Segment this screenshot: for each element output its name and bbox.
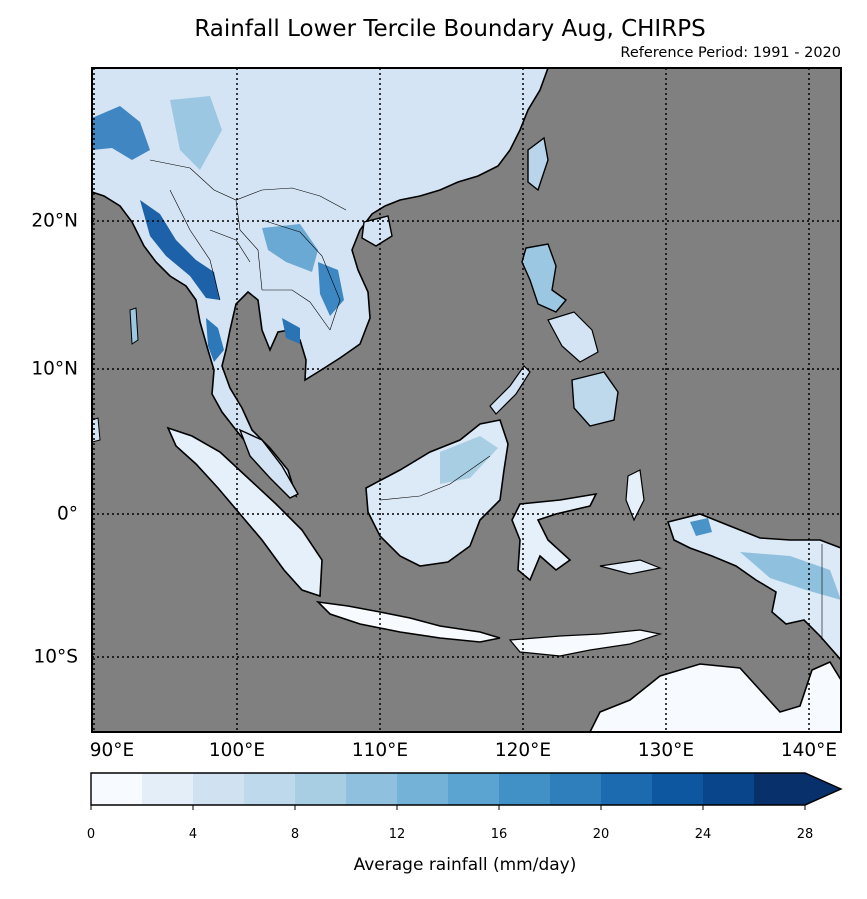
rain-zone-vietnam-highlands	[318, 262, 344, 316]
lon-label-110e: 110°E	[351, 740, 409, 761]
landmass-malay-peninsula	[238, 428, 299, 499]
colorbar-swatch-10	[346, 773, 398, 805]
colorbar-tick-0: 0	[86, 827, 96, 842]
colorbar-swatch-24	[703, 773, 755, 805]
rain-zone-cambodia-coast	[282, 318, 300, 344]
colorbar-swatch-22	[652, 773, 704, 805]
landmass-new-guinea	[666, 513, 841, 662]
rain-zone-borneo-north	[440, 436, 498, 484]
landmass-sumatra	[166, 426, 323, 598]
lat-label-20n: 20°N	[31, 210, 78, 232]
colorbar-tick-8: 8	[290, 827, 300, 842]
map-subtitle: Reference Period: 1991 - 2020	[620, 45, 841, 61]
landmass-java	[315, 600, 501, 643]
lon-label-100e: 100°E	[208, 740, 266, 761]
colorbar-swatch-4	[193, 773, 245, 805]
landmass-taiwan	[527, 136, 549, 192]
colorbar-tick-16: 16	[490, 827, 508, 842]
landmass-luzon	[521, 243, 568, 313]
rain-zone-new-guinea-highlands	[740, 552, 841, 600]
lat-label-10n: 10°N	[31, 358, 78, 380]
colorbar-swatch-8	[295, 773, 347, 805]
landmass-australia	[589, 660, 841, 732]
colorbar-swatch-26	[754, 773, 806, 805]
landmass-halmahera	[625, 469, 645, 522]
landmass-hainan	[361, 215, 393, 247]
colorbar-swatch-14	[448, 773, 500, 805]
lat-label-10s: 10°S	[33, 646, 78, 668]
country-borders-mainland	[149, 159, 347, 331]
landmass-palawan	[489, 365, 531, 415]
colorbar-swatch-12	[397, 773, 449, 805]
colorbar-swatch-2	[142, 773, 194, 805]
rain-zone-tenasserim	[206, 318, 224, 362]
landmass-mindanao	[571, 371, 619, 427]
colorbar-swatch-0	[91, 773, 143, 805]
colorbar-tick-28: 28	[796, 827, 814, 842]
lon-label-120e: 120°E	[494, 740, 552, 761]
colorbar-tick-20: 20	[592, 827, 610, 842]
landmass-andaman	[129, 307, 139, 345]
lat-label-0: 0°	[56, 503, 78, 525]
rain-zone-birds-head	[690, 518, 712, 536]
lon-label-90e: 90°E	[89, 740, 135, 761]
colorbar	[90, 772, 843, 810]
colorbar-outline	[90, 772, 843, 806]
colorbar-swatch-16	[499, 773, 551, 805]
map-frame	[91, 67, 842, 733]
colorbar-tick-24: 24	[694, 827, 712, 842]
map-title: Rainfall Lower Tercile Boundary Aug, CHI…	[194, 16, 706, 42]
rain-zone-myanmar-coast	[140, 200, 220, 300]
lon-label-140e: 140°E	[780, 740, 838, 761]
landmass-lesser-sunda	[508, 629, 663, 657]
colorbar-swatch-6	[244, 773, 296, 805]
graticule	[92, 68, 841, 732]
landmass-visayas	[547, 311, 599, 363]
colorbar-tick-4: 4	[188, 827, 198, 842]
colorbar-swatch-18	[550, 773, 602, 805]
colorbar-tick-12: 12	[388, 827, 406, 842]
landmass-sri-lanka-edge	[92, 417, 101, 443]
colorbar-label: Average rainfall (mm/day)	[353, 855, 577, 875]
rain-zone-himalaya	[92, 106, 150, 160]
colorbar-swatch-20	[601, 773, 653, 805]
landmass-sulawesi	[511, 492, 598, 582]
colorbar-extend-arrow	[805, 773, 841, 805]
lon-label-130e: 130°E	[637, 740, 695, 761]
rain-zone-yunnan	[170, 96, 222, 170]
landmass-seram	[599, 559, 663, 575]
country-borders-borneo	[379, 455, 491, 501]
